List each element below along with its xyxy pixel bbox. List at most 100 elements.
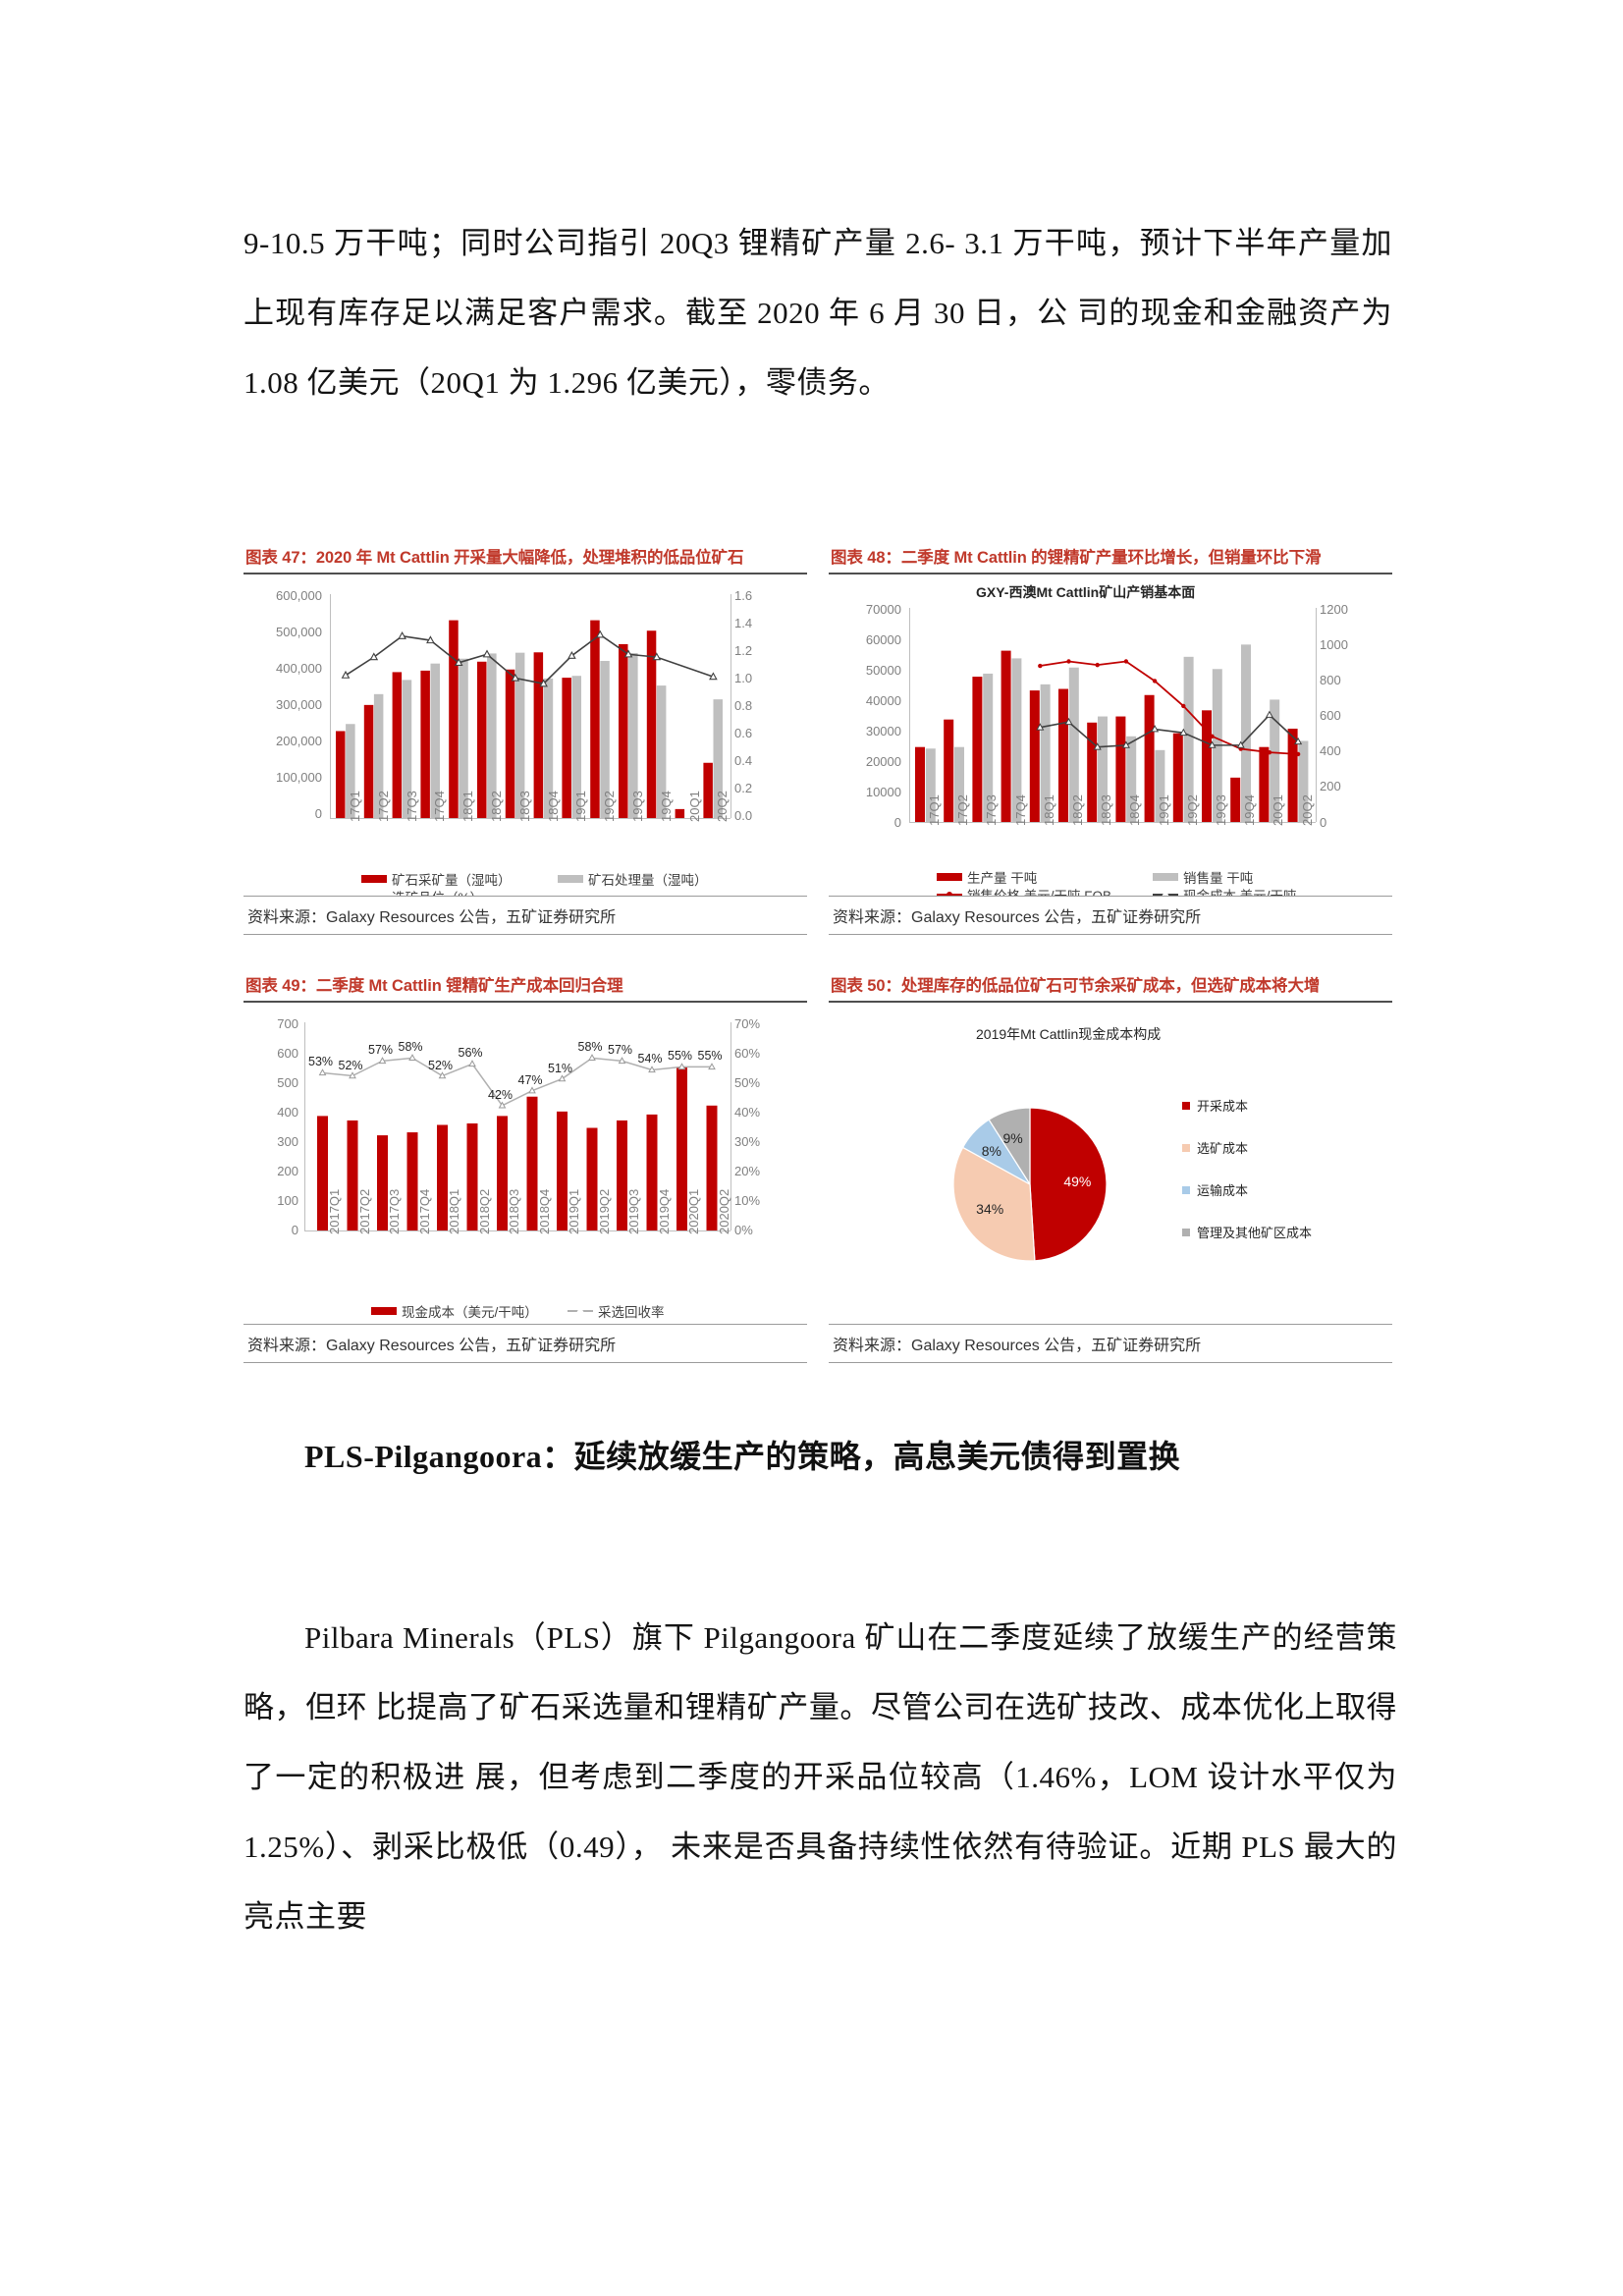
- y2tick-20pct: 20%: [734, 1164, 761, 1178]
- xtick-2018Q3: 2018Q3: [507, 1188, 521, 1234]
- pie-chart-50: [952, 1107, 1108, 1262]
- figure-48-caption: 二季度 Mt Cattlin 的锂精矿产量环比增长，但销量环比下滑: [900, 549, 1322, 567]
- legend-49-cash-cost: 现金成本（美元/干吨）: [371, 1301, 538, 1321]
- figure-47-source: 资料来源：Galaxy Resources 公告，五矿证券研究所: [247, 909, 617, 926]
- pie-legend-label-0: 开采成本: [1197, 1099, 1249, 1114]
- legend-label-cash-cost: 现金成本（美元/干吨）: [402, 1305, 538, 1320]
- xtick-2020Q1: 2020Q1: [686, 1188, 701, 1234]
- legend-label-price: 销售价格 美元/干吨 FOB: [967, 889, 1112, 897]
- y2tick-1000: 1000: [1320, 637, 1348, 652]
- pie-label-2: 8%: [981, 1142, 1001, 1159]
- section-heading: PLS-Pilgangoora：延续放缓生产的策略，高息美元债得到置换: [243, 1421, 1397, 1492]
- pie-label-3: 9%: [1002, 1129, 1023, 1146]
- ytick-50000: 50000: [865, 663, 901, 678]
- ytick-600: 600: [277, 1046, 298, 1061]
- xtick-19Q2: 19Q2: [1184, 794, 1200, 826]
- y2tick-60pct: 60%: [734, 1046, 761, 1061]
- y2tick-200: 200: [1320, 779, 1341, 793]
- legend-swatch-redline: [937, 891, 962, 896]
- data-label-2020Q1: 55%: [668, 1049, 693, 1064]
- figure-row-1: 图表 47：2020 年 Mt Cattlin 开采量大幅降低，处理堆积的低品位…: [243, 542, 1392, 935]
- y2tick-1.4: 1.4: [734, 616, 753, 630]
- data-label-2019Q1: 51%: [548, 1061, 573, 1075]
- xtick-20Q1: 20Q1: [1271, 794, 1286, 826]
- figure-49-source-wrap: 资料来源：Galaxy Resources 公告，五矿证券研究所: [243, 1325, 807, 1363]
- data-label-2017Q4: 58%: [398, 1040, 423, 1055]
- y2tick-800: 800: [1320, 673, 1341, 687]
- ytick-40000: 40000: [865, 693, 901, 708]
- figure-49-body: 700 600 500 400 300 200 100 0 70% 60% 50…: [243, 1001, 807, 1325]
- xtick-19Q2: 19Q2: [602, 791, 618, 822]
- figure-47-body: 600,000 500,000 400,000 300,000 200,000 …: [243, 573, 807, 897]
- legend-label-sales: 销售量 干吨: [1183, 871, 1254, 886]
- figure-47-source-wrap: 资料来源：Galaxy Resources 公告，五矿证券研究所: [243, 897, 807, 935]
- pie-label-1: 34%: [976, 1200, 1004, 1217]
- data-label-2018Q2: 56%: [458, 1046, 483, 1061]
- chart-49: 700 600 500 400 300 200 100 0 70% 60% 50…: [243, 1003, 807, 1324]
- axis-y-left: [304, 1022, 305, 1230]
- xtick-19Q3: 19Q3: [1214, 794, 1228, 826]
- legend-49-recovery: 采选回收率: [568, 1301, 665, 1321]
- y2tick-0: 0: [1320, 815, 1327, 830]
- legend-swatch-line: [568, 1306, 593, 1313]
- legend-swatch-grey: [558, 875, 583, 883]
- ytick-700: 700: [277, 1016, 298, 1031]
- xtick-17Q2: 17Q2: [375, 791, 391, 822]
- pie-legend-label-3: 管理及其他矿区成本: [1197, 1226, 1313, 1240]
- y2tick-40pct: 40%: [734, 1105, 761, 1120]
- ytick-100000: 100,000: [276, 770, 322, 785]
- xtick-17Q3: 17Q3: [404, 791, 419, 822]
- data-label-2017Q2: 52%: [338, 1058, 363, 1072]
- axis-y-right: [730, 1022, 731, 1230]
- chart-47-plot: [336, 620, 723, 818]
- pie-legend-label-1: 选矿成本: [1197, 1141, 1249, 1156]
- xtick-2018Q2: 2018Q2: [476, 1188, 492, 1234]
- ytick-0: 0: [314, 806, 322, 821]
- pie-legend-swatch-1: [1182, 1143, 1190, 1152]
- xtick-2020Q2: 2020Q2: [716, 1188, 731, 1234]
- figure-47-title: 图表 47：2020 年 Mt Cattlin 开采量大幅降低，处理堆积的低品位…: [243, 542, 807, 573]
- legend-label-grade: 选矿品位（%）: [392, 887, 483, 896]
- figure-48-source: 资料来源：Galaxy Resources 公告，五矿证券研究所: [833, 909, 1202, 926]
- legend-swatch-red: [937, 873, 962, 881]
- legend-swatch-line: [370, 892, 378, 896]
- data-label-2017Q3: 57%: [368, 1043, 394, 1058]
- y2tick-0.2: 0.2: [734, 781, 753, 795]
- figure-50-title: 图表 50：处理库存的低品位矿石可节余采矿成本，但选矿成本将大增: [829, 970, 1392, 1001]
- y2tick-0.4: 0.4: [734, 753, 753, 768]
- ytick-70000: 70000: [865, 602, 901, 617]
- figure-48-source-wrap: 资料来源：Galaxy Resources 公告，五矿证券研究所: [829, 897, 1392, 935]
- xtick-18Q1: 18Q1: [460, 791, 476, 822]
- figure-47-caption: 2020 年 Mt Cattlin 开采量大幅降低，处理堆积的低品位矿石: [315, 549, 744, 567]
- legend-swatch-grey: [1153, 873, 1178, 881]
- pie-legend-label-2: 运输成本: [1197, 1183, 1249, 1198]
- y2tick-400: 400: [1320, 743, 1341, 758]
- pie-legend: 开采成本 选矿成本 运输成本: [1182, 1096, 1312, 1265]
- figure-49-source: 资料来源：Galaxy Resources 公告，五矿证券研究所: [247, 1338, 617, 1354]
- ytick-300000: 300,000: [276, 697, 322, 712]
- xtick-19Q3: 19Q3: [630, 791, 645, 822]
- legend-label-recovery: 采选回收率: [598, 1305, 665, 1320]
- y2tick-0pct: 0%: [734, 1223, 753, 1237]
- axis-y-right: [730, 594, 731, 818]
- chart-49-plot: [317, 1054, 718, 1230]
- xtick-19Q4: 19Q4: [1242, 794, 1258, 826]
- pie-legend-item-0: 开采成本: [1182, 1096, 1312, 1115]
- y2tick-600: 600: [1320, 708, 1341, 723]
- xtick-18Q1: 18Q1: [1041, 794, 1056, 826]
- y2tick-10pct: 10%: [734, 1193, 761, 1208]
- legend-47-mined: 矿石采矿量（湿吨）: [361, 869, 512, 889]
- xtick-19Q4: 19Q4: [658, 791, 674, 822]
- ytick-600000: 600,000: [276, 588, 322, 603]
- data-label-2018Q4: 47%: [517, 1072, 543, 1087]
- data-label-2017Q1: 53%: [308, 1055, 334, 1069]
- xtick-18Q4: 18Q4: [545, 791, 561, 822]
- chart-50: 2019年Mt Cattlin现金成本构成 49% 34% 8% 9% 开采成本: [829, 1003, 1392, 1324]
- figure-47-number: 图表 47：: [245, 549, 316, 567]
- ytick-30000: 30000: [865, 724, 901, 738]
- ytick-500000: 500,000: [276, 625, 322, 639]
- figure-50-body: 2019年Mt Cattlin现金成本构成 49% 34% 8% 9% 开采成本: [829, 1001, 1392, 1325]
- xtick-2018Q1: 2018Q1: [447, 1188, 461, 1234]
- legend-48-cash-cost: 现金成本 美元/干吨: [1153, 885, 1297, 896]
